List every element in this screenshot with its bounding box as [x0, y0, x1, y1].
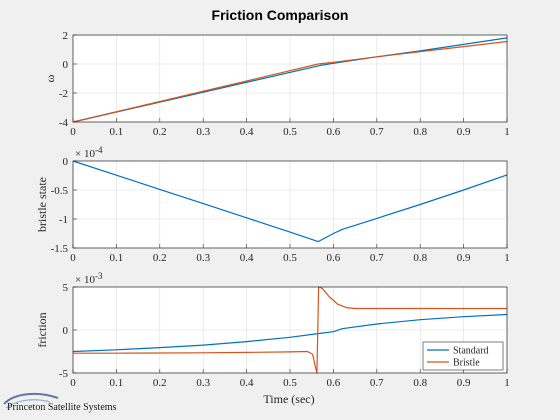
legend-label-standard: Standard: [453, 346, 489, 357]
x-tick-label: 0: [70, 377, 76, 389]
y-tick-label: -5: [59, 368, 69, 380]
x-tick-label: 0.2: [153, 252, 167, 264]
y-tick-label: 0: [63, 59, 69, 71]
logo-text: Princeton Satellite Systems: [7, 402, 117, 413]
x-tick-label: 0.9: [457, 252, 471, 264]
series-line-bristle: [73, 286, 507, 374]
y-tick-label: 5: [63, 282, 69, 294]
x-tick-label: 0.1: [110, 126, 124, 138]
company-logo: Princeton Satellite Systems: [3, 392, 117, 413]
x-tick-label: 0.5: [283, 377, 297, 389]
panel-friction: 0 0.1 0.2 0.3 0.4 0.5 0.6 0.7 0.8 0.9 150-5× 10-3f…: [35, 271, 510, 389]
x-tick-label: 0.4: [240, 252, 254, 264]
logo-swoosh-inner-icon: [5, 399, 51, 409]
series-line-bristle: [72, 40, 508, 123]
y-axis-label: ω: [43, 74, 57, 82]
x-tick-label: 0.4: [240, 377, 254, 389]
plot-frame: [72, 160, 508, 249]
x-tick-label: 0.7: [370, 377, 384, 389]
panel-bristle-state: 0 0.1 0.2 0.3 0.4 0.5 0.6 0.7 0.8 0.9 1 0 -0.5 -1 -1.5…: [35, 145, 510, 264]
x-tick-label: 0.2: [153, 377, 167, 389]
x-tick-label: 0.5: [283, 252, 297, 264]
x-tick-label: 1: [504, 126, 510, 138]
series-line-standard: [72, 160, 508, 243]
legend-label-bristle: Bristle: [453, 358, 480, 369]
x-tick-label: 0.5: [283, 126, 297, 138]
x-tick-label: 0.1: [110, 377, 124, 389]
plot-frame: [72, 34, 508, 123]
x-tick-label: 0.3: [196, 377, 210, 389]
x-tick-label: 0.7: [370, 126, 384, 138]
y-tick-label: -2: [59, 88, 68, 100]
x-tick-label: 0.6: [327, 377, 341, 389]
y-tick-label: 0: [63, 156, 69, 168]
x-tick-label: 0.1: [110, 252, 124, 264]
y-tick-label: 0: [63, 325, 69, 337]
plot-frame: [72, 286, 508, 374]
x-tick-label: 0.6: [327, 126, 341, 138]
panel-omega: 0 0.1 0.2 0.3 0.4 0.5 0.6 0.7 0.8 0.9 1 2 0 -2 -4 ω: [43, 30, 510, 138]
y-tick-label: -4: [59, 117, 69, 129]
x-tick-label: 0.6: [327, 252, 341, 264]
x-tick-label: 0.9: [457, 377, 471, 389]
x-tick-label: 0: [70, 252, 76, 264]
x-tick-label: 0.9: [457, 126, 471, 138]
x-tick-label: 0.7: [370, 252, 384, 264]
x-tick-label: 1: [504, 377, 510, 389]
x-axis-label: Time (sec): [263, 392, 314, 406]
x-tick-label: 0.3: [196, 252, 210, 264]
y-tick-label: -1.5: [51, 243, 69, 255]
legend-box: [422, 341, 504, 371]
y-tick-label: 2: [63, 30, 69, 42]
figure-title: Friction Comparison: [212, 7, 349, 23]
y-axis-label: friction: [35, 312, 49, 347]
x-tick-label: 0: [70, 126, 76, 138]
y-tick-label: -0.5: [51, 185, 69, 197]
series-line-standard: [72, 313, 508, 353]
y-tick-label: -1: [59, 214, 68, 226]
x-tick-label: 0.8: [413, 377, 427, 389]
logo-swoosh-icon: [3, 392, 59, 405]
x-tick-label: 1: [504, 252, 510, 264]
x-tick-label: 0.3: [196, 126, 210, 138]
y-axis-label: bristle state: [35, 177, 49, 232]
x-tick-label: 0.4: [240, 126, 254, 138]
x-tick-label: 0.8: [413, 252, 427, 264]
x-tick-label: 0.2: [153, 126, 167, 138]
x-tick-label: 0.8: [413, 126, 427, 138]
